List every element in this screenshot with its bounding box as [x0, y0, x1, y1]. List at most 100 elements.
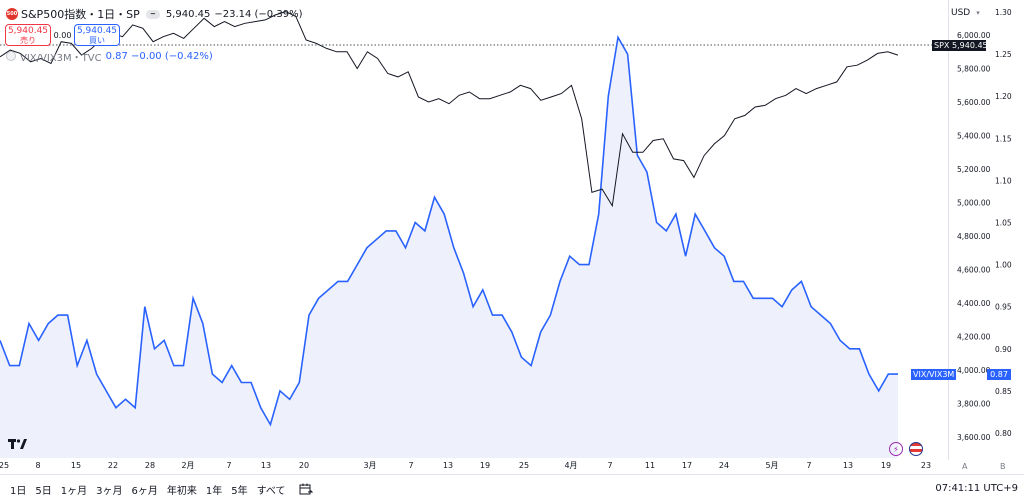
vix-axis-tick: 1.05 [995, 219, 1012, 228]
buy-label: 買い [89, 36, 105, 45]
vix-axis-tick: 0.85 [995, 387, 1012, 396]
x-tick-label: 7 [226, 461, 231, 470]
range-button[interactable]: 1日 [10, 485, 27, 497]
buy-button[interactable]: 5,940.45 買い [74, 24, 120, 46]
vix-axis-tick: 0.80 [995, 429, 1012, 438]
minus-icon[interactable]: ━ [145, 9, 160, 19]
chart-canvas[interactable]: 25 8 15 22 28 2月 7 13 20 3月 7 13 19 25 4月 7 11 17 24 5月 7 13 1… [0, 0, 948, 470]
x-tick-label: 25 [519, 461, 529, 470]
chart-corner-icons: ⚡ [889, 442, 929, 456]
vix-axis-tick: 1.10 [995, 176, 1012, 185]
spx-series-line [0, 11, 899, 208]
range-button[interactable]: すべて [256, 485, 286, 497]
vix-name[interactable]: VIX/VIX3M・TVC [20, 52, 102, 64]
sell-price: 5,940.45 [7, 26, 49, 36]
spx-axis-tick: 3,800.00 [957, 400, 991, 409]
spx-axis-tick: 5,600.00 [957, 98, 991, 107]
range-button[interactable]: 年初来 [166, 485, 197, 497]
sell-button[interactable]: 5,940.45 売り [5, 24, 51, 46]
currency-selector[interactable]: USD ▾ [951, 6, 991, 20]
x-tick-label: 17 [682, 461, 692, 470]
range-button[interactable]: 5日 [35, 485, 52, 497]
vix-axis-tick: 0.95 [995, 303, 1012, 312]
x-tick-label: 5月 [765, 461, 778, 470]
range-button[interactable]: 3ヶ月 [96, 485, 123, 497]
x-tick-label: 11 [645, 461, 655, 470]
auto-scale-button[interactable]: A [962, 462, 968, 471]
x-tick-label: 13 [261, 461, 271, 470]
chevron-down-icon: ▾ [976, 9, 980, 17]
x-tick-label: 7 [408, 461, 413, 470]
x-tick-label: 8 [35, 461, 40, 470]
spx-axis-tick: 4,400.00 [957, 299, 991, 308]
vix-symbol-icon [6, 51, 16, 61]
buy-price: 5,940.45 [76, 26, 118, 36]
spx-axis-tick: 3,600.00 [957, 433, 991, 442]
price-change: −23.14 (−0.39%) [214, 8, 303, 20]
sell-label: 売り [20, 36, 36, 45]
vix-area-fill [0, 37, 898, 459]
vix-axis-tick: 1.25 [995, 50, 1012, 59]
price-axis[interactable]: 6,000.00 5,800.00 5,600.00 5,400.00 5,200.00… [948, 0, 1024, 460]
spx-axis-tick: 6,000.00 [957, 31, 991, 40]
spx-name-tag: SPX [932, 40, 952, 51]
tradingview-logo[interactable] [8, 438, 28, 450]
vix-name-tag: VIX/VIX3M [911, 369, 957, 380]
x-tick-label: 23 [921, 461, 931, 470]
x-tick-label: 25 [0, 461, 9, 470]
range-buttons: 1日 5日 1ヶ月 3ヶ月 6ヶ月 年初来 1年 5年 すべて [0, 482, 289, 497]
spx-axis-tick: 5,400.00 [957, 132, 991, 141]
vix-series-line [0, 34, 898, 427]
symbol-title[interactable]: S&P500指数・1日・SP [21, 8, 140, 21]
range-button[interactable]: 5年 [231, 485, 248, 497]
vix-value-tag: 0.87 [987, 369, 1011, 380]
vix-axis-tick: 1.20 [995, 92, 1012, 101]
vix-axis-tick: 0.90 [995, 345, 1012, 354]
spx-axis-tick: 5,800.00 [957, 65, 991, 74]
spx-axis-tick: 4,800.00 [957, 232, 991, 241]
spx-axis-tick: 5,000.00 [957, 199, 991, 208]
range-button[interactable]: 1ヶ月 [60, 485, 88, 497]
spx-axis-tick: 4,200.00 [957, 333, 991, 342]
x-tick-label: 24 [719, 461, 729, 470]
x-tick-label: 7 [806, 461, 811, 470]
x-tick-label: 28 [145, 461, 155, 470]
calendar-range-icon[interactable] [299, 483, 313, 495]
clock[interactable]: 07:41:11 UTC+9 [935, 483, 1018, 494]
spx-axis-tick: 4,000.00 [957, 366, 991, 375]
lightning-icon[interactable]: ⚡ [889, 442, 903, 456]
vix-values: 0.87 −0.00 (−0.42%) [105, 50, 213, 62]
x-tick-label: 7 [607, 461, 612, 470]
x-tick-label: 22 [108, 461, 118, 470]
currency-label: USD [951, 8, 971, 18]
x-tick-label: 20 [299, 461, 309, 470]
spx-price-tag: 5,940.45 [950, 40, 988, 51]
x-tick-label: 2月 [181, 461, 194, 470]
vix-axis-tick: 1.00 [995, 261, 1012, 270]
x-tick-label: 4月 [564, 461, 577, 470]
vix-axis-tick: 1.30 [995, 8, 1012, 17]
price-axis-labels: 6,000.00 5,800.00 5,600.00 5,400.00 5,200.00… [957, 8, 1012, 442]
x-tick-label: 15 [71, 461, 81, 470]
price-readout: 5,940.45 −23.14 (−0.39%) [166, 9, 303, 20]
spx-axis-tick: 4,600.00 [957, 266, 991, 275]
last-price: 5,940.45 [165, 8, 211, 20]
spread-value: 0.00 [53, 30, 72, 40]
sp500-logo: 500 [6, 8, 18, 20]
vix-legend: VIX/VIX3M・TVC 0.87 −0.00 (−0.42%) [6, 49, 213, 64]
range-button[interactable]: 6ヶ月 [131, 485, 158, 497]
bottom-toolbar: 1日 5日 1ヶ月 3ヶ月 6ヶ月 年初来 1年 5年 すべて 07:41:11 UTC+9 [0, 474, 1024, 503]
chart-pane[interactable]: 25 8 15 22 28 2月 7 13 20 3月 7 13 19 25 4月 7 11 17 24 5月 7 13 1… [0, 0, 948, 474]
range-button[interactable]: 1年 [205, 485, 223, 497]
x-tick-label: 19 [881, 461, 891, 470]
x-tick-label: 13 [843, 461, 853, 470]
x-tick-label: 13 [443, 461, 453, 470]
x-tick-label: 3月 [363, 461, 376, 470]
trade-panel: 5,940.45 売り 0.00 5,940.45 買い [5, 24, 120, 46]
vix-axis-tick: 1.15 [995, 134, 1012, 143]
symbol-legend: 500 S&P500指数・1日・SP ━ 5,940.45 −23.14 (−0.… [6, 6, 302, 22]
x-tick-label: 19 [480, 461, 490, 470]
log-scale-button[interactable]: B [1000, 462, 1006, 471]
spx-axis-tick: 5,200.00 [957, 165, 991, 174]
us-flag-icon[interactable] [909, 442, 923, 456]
